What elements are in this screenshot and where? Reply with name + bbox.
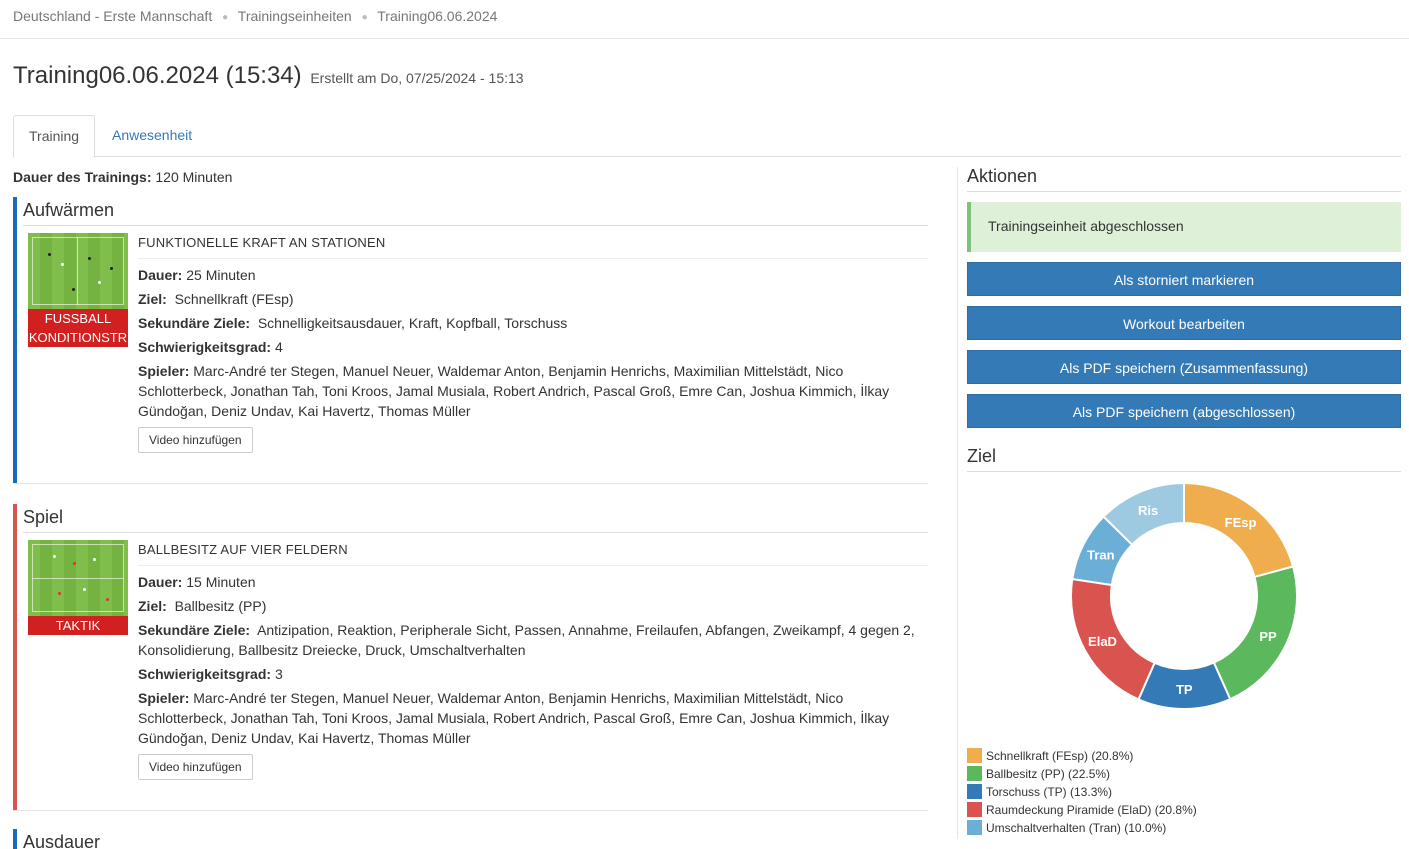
donut-label-tran: Tran [1087, 547, 1115, 562]
exercise-title[interactable]: FUNKTIONELLE KRAFT AN STATIONEN [138, 235, 928, 259]
exercise-difficulty: Schwierigkeitsgrad: 4 [138, 339, 283, 355]
exercise-title[interactable]: BALLBESITZ AUF VIER FELDERN [138, 542, 928, 566]
exercise-dauer: Dauer: 15 Minuten [138, 574, 256, 590]
save-pdf-completed-button[interactable]: Als PDF speichern (abgeschlossen) [967, 394, 1401, 428]
donut-label-fesp: FEsp [1225, 515, 1257, 530]
column-separator [957, 167, 958, 839]
actions-panel: Aktionen Trainingseinheit abgeschlossen … [967, 165, 1401, 472]
legend-swatch [967, 766, 982, 781]
chart-legend: Schnellkraft (FEsp) (20.8%) Ballbesitz (P… [967, 747, 1401, 837]
section-title: Spiel [23, 504, 928, 533]
training-duration-label: Dauer des Trainings: [13, 169, 152, 185]
exercise-difficulty: Schwierigkeitsgrad: 3 [138, 666, 283, 682]
pitch-image [28, 540, 128, 616]
legend-label: Torschuss (TP) (13.3%) [986, 785, 1113, 799]
save-pdf-summary-button[interactable]: Als PDF speichern (Zusammenfassung) [967, 350, 1401, 384]
legend-swatch [967, 748, 982, 763]
section-spiel: Spiel TAKTIK BALLBESITZ AUF VIER FELDERN… [13, 504, 928, 811]
breadcrumb-item-current: Training06.06.2024 [377, 8, 498, 24]
breadcrumb-item-trainingseinheiten[interactable]: Trainingseinheiten [237, 8, 352, 24]
add-video-button[interactable]: Video hinzufügen [138, 427, 253, 453]
legend-label: Umschaltverhalten (Tran) (10.0%) [986, 821, 1167, 835]
legend-label: Schnellkraft (FEsp) (20.8%) [986, 749, 1134, 763]
exercise-ziel: Ziel: Ballbesitz (PP) [138, 598, 267, 614]
tab-bar: Training Anwesenheit [13, 115, 1401, 158]
breadcrumb-separator-icon: ● [222, 12, 229, 23]
exercise-players: Spieler: Marc-André ter Stegen, Manuel N… [138, 363, 890, 419]
donut-label-pp: PP [1259, 629, 1277, 644]
legend-swatch [967, 802, 982, 817]
exercise-thumbnail[interactable]: FUSSBALL KONDITIONSTR [28, 233, 128, 347]
donut-label-elad: ElaD [1088, 634, 1117, 649]
exercise-secondary-goals: Sekundäre Ziele: Schnelligkeitsausdauer,… [138, 315, 568, 331]
page-title: Training06.06.2024 (15:34) Erstellt am D… [13, 62, 524, 90]
tab-training[interactable]: Training [13, 115, 96, 158]
legend-label: Raumdeckung Piramide (ElaD) (20.8%) [986, 803, 1197, 817]
donut-slice-ris[interactable] [1102, 481, 1185, 547]
donut-label-tp: TP [1176, 682, 1193, 697]
actions-heading: Aktionen [967, 165, 1401, 192]
tab-anwesenheit[interactable]: Anwesenheit [112, 127, 193, 143]
training-duration-value: 120 Minuten [155, 169, 233, 185]
legend-swatch [967, 820, 982, 835]
donut-slice-pp[interactable] [1212, 565, 1298, 701]
section-aufwaermen: Aufwärmen FUSSBALL KONDITIONSTR FUNKTION… [13, 197, 928, 484]
legend-label: Ballbesitz (PP) (22.5%) [986, 767, 1111, 781]
exercise-card: TAKTIK BALLBESITZ AUF VIER FELDERN Dauer… [23, 540, 928, 780]
page-title-main: Training06.06.2024 (15:34) [13, 62, 302, 89]
pitch-image [28, 233, 128, 309]
status-alert: Trainingseinheit abgeschlossen [967, 202, 1401, 252]
legend-item[interactable]: Umschaltverhalten (Tran) (10.0%) [967, 819, 1401, 837]
donut-label-ris: Ris [1138, 503, 1158, 518]
legend-swatch [967, 784, 982, 799]
breadcrumb-item-team[interactable]: Deutschland - Erste Mannschaft [13, 8, 213, 24]
section-title: Aufwärmen [23, 197, 928, 226]
exercise-details: BALLBESITZ AUF VIER FELDERN Dauer: 15 Mi… [138, 540, 928, 780]
legend-item[interactable]: Torschuss (TP) (13.3%) [967, 783, 1401, 801]
created-date: Erstellt am Do, 07/25/2024 - 15:13 [310, 70, 524, 86]
breadcrumb: Deutschland - Erste Mannschaft ● Trainin… [0, 0, 1409, 39]
exercise-dauer: Dauer: 25 Minuten [138, 267, 256, 283]
exercise-category: TAKTIK [28, 616, 128, 635]
section-divider [13, 483, 928, 484]
training-duration: Dauer des Trainings: 120 Minuten [13, 169, 928, 185]
main-content: Dauer des Trainings: 120 Minuten [13, 167, 928, 185]
legend-item[interactable]: Schnellkraft (FEsp) (20.8%) [967, 747, 1401, 765]
legend-item[interactable]: Ballbesitz (PP) (22.5%) [967, 765, 1401, 783]
section-divider [13, 810, 928, 811]
exercise-details: FUNKTIONELLE KRAFT AN STATIONEN Dauer: 2… [138, 233, 928, 453]
legend-item[interactable]: Raumdeckung Piramide (ElaD) (20.8%) [967, 801, 1401, 819]
exercise-thumbnail[interactable]: TAKTIK [28, 540, 128, 635]
exercise-category: FUSSBALL KONDITIONSTR [28, 309, 128, 347]
breadcrumb-separator-icon: ● [361, 12, 368, 23]
section-title: Ausdauer [23, 832, 101, 849]
add-video-button[interactable]: Video hinzufügen [138, 754, 253, 780]
goal-donut-chart: FEsp PP TP ElaD Tran Ris [1070, 481, 1298, 710]
exercise-players: Spieler: Marc-André ter Stegen, Manuel N… [138, 690, 890, 746]
section-ausdauer: Ausdauer [13, 829, 928, 849]
exercise-ziel: Ziel: Schnellkraft (FEsp) [138, 291, 294, 307]
mark-cancelled-button[interactable]: Als storniert markieren [967, 262, 1401, 296]
exercise-card: FUSSBALL KONDITIONSTR FUNKTIONELLE KRAFT… [23, 233, 928, 473]
ziel-heading: Ziel [967, 445, 1401, 472]
exercise-secondary-goals: Sekundäre Ziele: Antizipation, Reaktion,… [138, 622, 915, 658]
edit-workout-button[interactable]: Workout bearbeiten [967, 306, 1401, 340]
